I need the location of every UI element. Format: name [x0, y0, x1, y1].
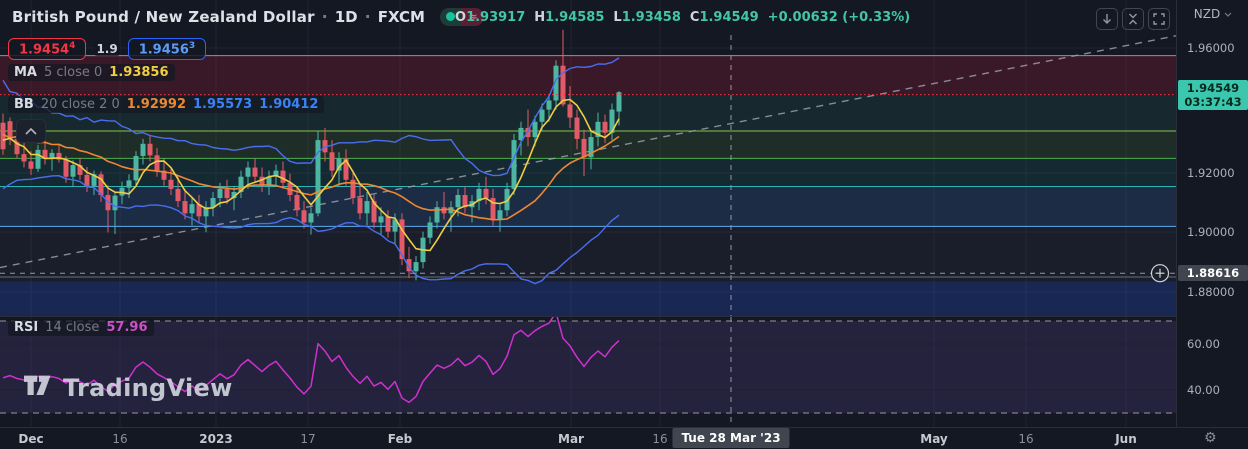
close-label: C — [689, 10, 700, 25]
low-value: 1.93458 — [621, 10, 681, 25]
tradingview-watermark: TradingView — [24, 374, 233, 402]
plus-cursor-icon — [1150, 264, 1170, 283]
bid-price-tag[interactable]: 1.94544 — [8, 38, 87, 61]
bb-lower-value: 1.90412 — [259, 97, 319, 112]
price-axis-label: 40.00 — [1187, 383, 1220, 397]
separator-dot: · — [321, 7, 328, 26]
separator-dot: · — [364, 7, 371, 26]
maximize-pane-button[interactable] — [1148, 8, 1170, 30]
price-axis-label: 1.96000 — [1187, 41, 1235, 55]
time-axis-label: 17 — [300, 432, 316, 446]
time-axis-label: Mar — [558, 432, 584, 446]
tradingview-logo-icon — [24, 375, 51, 396]
bb-indicator-legend[interactable]: BB 20 close 2 0 1.92992 1.95573 1.90412 — [8, 96, 325, 113]
axis-settings-gear-icon[interactable]: ⚙ — [1204, 430, 1217, 446]
price-axis-label: 1.90000 — [1187, 225, 1235, 239]
rsi-band-fill — [0, 321, 1176, 413]
market-status-toggle[interactable]: ≈ — [439, 7, 484, 26]
zone-mid-blue — [0, 186, 1176, 227]
zone-resistance-red — [0, 55, 1176, 95]
rsi-value: 57.96 — [106, 320, 148, 335]
arrow-down-icon — [1103, 14, 1111, 24]
high-value: 1.94585 — [545, 10, 605, 25]
rsi-params: 14 close — [45, 320, 100, 335]
collapse-legend-button[interactable] — [16, 119, 46, 143]
pane-controls — [1096, 8, 1170, 30]
time-axis-label: Jun — [1115, 432, 1137, 446]
collapse-vertical-icon — [1129, 13, 1137, 25]
ma-params: 5 close 0 — [44, 65, 103, 80]
market-open-icon — [439, 7, 462, 26]
time-axis-label: Dec — [18, 432, 44, 446]
bb-upper-line — [2, 57, 620, 177]
ohlc-readout: O1.93917 H1.94585 L1.93458 C1.94549 +0.0… — [455, 10, 910, 25]
bb-basis-value: 1.92992 — [126, 97, 187, 112]
chevron-up-icon — [25, 127, 37, 135]
time-axis-label: 16 — [112, 432, 128, 446]
time-axis-label: 16 — [1018, 432, 1034, 446]
bid-ask-row: 1.94544 1.9 1.94563 — [8, 38, 207, 61]
crosshair-price-tag: 1.88616 — [1178, 265, 1248, 281]
ma-value: 1.93856 — [109, 65, 169, 80]
crosshair-date-tag: Tue 28 Mar '23 — [672, 428, 790, 448]
pane-separator[interactable] — [0, 316, 1176, 317]
trendline — [0, 35, 1176, 269]
price-axis-label: 60.00 — [1187, 337, 1220, 351]
exchange-label[interactable]: FXCM — [377, 7, 425, 26]
bar-countdown: 03:37:43 — [1184, 95, 1242, 109]
low-label: L — [613, 10, 622, 25]
time-axis-label: 2023 — [199, 432, 233, 446]
open-label: O — [455, 10, 467, 25]
zone-support-navy — [0, 281, 1176, 316]
last-price-tag: 1.94549 03:37:43 — [1178, 80, 1248, 110]
zone-mid-teal — [0, 158, 1176, 187]
rsi-name: RSI — [14, 320, 39, 335]
rsi-pane[interactable] — [0, 317, 1176, 427]
collapse-pane-button[interactable] — [1122, 8, 1144, 30]
price-chart-pane[interactable] — [0, 0, 1176, 316]
rsi-line — [2, 317, 620, 404]
close-value: 1.94549 — [699, 10, 759, 25]
maximize-icon — [1153, 13, 1165, 25]
bb-upper-value: 1.95573 — [193, 97, 253, 112]
symbol-title[interactable]: British Pound / New Zealand Dollar — [12, 7, 315, 26]
delayed-data-icon: ≈ — [461, 7, 484, 26]
chevron-down-icon — [1224, 12, 1232, 17]
last-price-value: 1.94549 — [1186, 81, 1240, 95]
mid-price-label: 1.9 — [94, 42, 120, 57]
currency-label: NZD — [1193, 7, 1221, 21]
ma-name: MA — [14, 65, 37, 80]
watermark-text: TradingView — [63, 374, 233, 402]
high-label: H — [534, 10, 546, 25]
time-axis-label: Feb — [387, 432, 413, 446]
bb-lower-line — [2, 174, 620, 285]
time-axis-label: 16 — [652, 432, 668, 446]
zone-lower-slate — [0, 226, 1176, 282]
bb-name: BB — [14, 97, 34, 112]
price-axis-label: 1.92000 — [1187, 166, 1235, 180]
ma-indicator-legend[interactable]: MA 5 close 0 1.93856 — [8, 64, 175, 81]
interval-label[interactable]: 1D — [334, 7, 358, 26]
currency-selector[interactable]: NZD — [1177, 0, 1248, 28]
bb-basis-line — [2, 133, 620, 221]
rsi-indicator-legend[interactable]: RSI 14 close 57.96 — [8, 319, 154, 336]
open-value: 1.93917 — [466, 10, 526, 25]
ask-price-tag[interactable]: 1.94563 — [127, 38, 207, 61]
ma5-line — [2, 98, 620, 252]
change-value: +0.00632 (+0.33%) — [767, 10, 911, 25]
bb-params: 20 close 2 0 — [40, 97, 120, 112]
move-pane-down-button[interactable] — [1096, 8, 1118, 30]
time-axis[interactable]: Dec 16 2023 17 Feb Mar 16 May 16 Jun Tue 28 Mar '… — [0, 427, 1248, 449]
price-axis[interactable]: NZD 1.96000 1.92000 1.90000 1.88000 60.00 40.… — [1176, 0, 1248, 427]
symbol-header: British Pound / New Zealand Dollar · 1D … — [12, 7, 484, 26]
price-axis-label: 1.88000 — [1187, 285, 1235, 299]
time-axis-label: May — [920, 432, 948, 446]
